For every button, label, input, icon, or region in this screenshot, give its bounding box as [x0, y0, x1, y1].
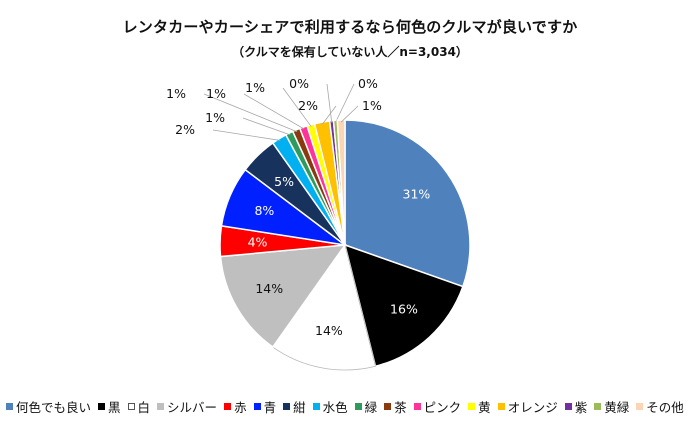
- pie-slice-16: [336, 119, 346, 246]
- legend-label-16: その他: [646, 400, 684, 415]
- legend-swatch-16: [636, 403, 644, 410]
- legend-label-9: 緑: [364, 400, 378, 415]
- legend-swatch-13: [497, 403, 505, 410]
- legend-item-6: 青: [253, 397, 277, 416]
- leader-line-9: [242, 117, 291, 136]
- legend-label-11: ピンク: [423, 400, 462, 415]
- legend-item-14: 紫: [564, 397, 588, 416]
- leader-line-8: [212, 129, 281, 141]
- slice-label-14: 0%: [289, 76, 309, 91]
- legend-swatch-6: [253, 403, 261, 410]
- legend-swatch-15: [594, 403, 602, 410]
- slice-label-2: 16%: [390, 302, 418, 317]
- slice-label-10: 1%: [166, 86, 186, 101]
- leader-line-12: [282, 87, 312, 127]
- pie-slice-3: [272, 244, 376, 371]
- legend-swatch-14: [564, 403, 572, 410]
- legend-swatch-2: [98, 403, 106, 410]
- legend-label-8: 水色: [322, 400, 348, 415]
- leader-line-13: [322, 105, 337, 125]
- legend-swatch-1: [6, 403, 13, 410]
- legend-item-16: その他: [636, 397, 684, 416]
- chart-subtitle: （クルマを保有していない人／n=3,034）: [232, 45, 468, 59]
- legend-label-5: 赤: [234, 400, 247, 415]
- slice-label-6: 8%: [254, 203, 274, 218]
- legend-item-3: 白: [127, 397, 151, 416]
- slice-label-3: 14%: [315, 323, 343, 338]
- legend-swatch-8: [312, 403, 320, 410]
- legend-swatch-11: [413, 403, 421, 410]
- legend-label-7: 紺: [293, 400, 306, 415]
- legend-swatch-4: [157, 403, 165, 410]
- legend-label-2: 黒: [108, 400, 121, 415]
- legend-swatch-7: [283, 403, 291, 410]
- legend-item-7: 紺: [283, 397, 306, 416]
- legend-swatch-5: [224, 403, 232, 410]
- legend-swatch-9: [354, 403, 362, 410]
- legend-item-13: オレンジ: [497, 397, 558, 416]
- pie-chart: 31% 16% 14% 14% 4% 8%5% 2% 1% 1% 1% 1% 2% 0% 0% 1%: [166, 76, 471, 371]
- legend-label-15: 黄緑: [604, 400, 630, 415]
- legend-label-13: オレンジ: [507, 400, 558, 415]
- legend-item-4: シルバー: [157, 397, 217, 416]
- pie-slice-2: [343, 243, 464, 368]
- legend-swatch-3: [127, 403, 135, 410]
- legend-label-14: 紫: [574, 400, 588, 415]
- legend-swatch-12: [468, 403, 476, 410]
- legend-item-1: 何色でも良い: [6, 397, 91, 416]
- legend-swatch-10: [384, 403, 392, 410]
- legend-label-1: 何色でも良い: [16, 400, 92, 415]
- legend-label-3: 白: [137, 400, 151, 415]
- slice-label-12: 1%: [245, 80, 265, 95]
- leader-line-10: [203, 93, 298, 133]
- pie-slice-4: [219, 244, 347, 349]
- slice-label-8: 2%: [175, 122, 195, 137]
- legend-label-10: 茶: [394, 400, 407, 415]
- legend-item-9: 緑: [354, 397, 378, 416]
- legend-item-11: ピンク: [413, 397, 462, 416]
- leader-line-15: [335, 83, 355, 123]
- slice-label-16: 1%: [362, 98, 382, 113]
- legend-label-6: 青: [263, 400, 277, 415]
- slice-label-4: 14%: [255, 281, 283, 296]
- slice-label-9: 1%: [205, 110, 225, 125]
- chart-legend: 何色でも良い 黒 白 シルバー 赤 青 紺 水色 緑 茶 ピンク 黄 オレンジ 紫 黄緑 その他: [6, 397, 696, 416]
- legend-item-15: 黄緑: [594, 397, 629, 416]
- slice-label-15: 0%: [358, 76, 378, 91]
- legend-item-5: 赤: [224, 397, 247, 416]
- slice-label-7: 5%: [274, 174, 294, 189]
- slice-label-5: 4%: [248, 234, 268, 249]
- legend-label-4: シルバー: [167, 400, 218, 415]
- slice-label-11: 1%: [206, 86, 226, 101]
- chart-title: レンタカーやカーシェアで利用するなら何色のクルマが良いですか: [122, 18, 578, 36]
- pie-slice-1: [344, 119, 471, 288]
- legend-label-12: 黄: [478, 400, 491, 415]
- leader-line-16: [340, 105, 359, 123]
- legend-item-10: 茶: [384, 397, 407, 416]
- legend-item-8: 水色: [312, 397, 348, 416]
- leader-line-11: [243, 93, 305, 130]
- leader-line-14: [326, 83, 333, 123]
- legend-item-12: 黄: [468, 397, 491, 416]
- legend-item-2: 黒: [98, 397, 121, 416]
- slice-label-1: 31%: [403, 186, 431, 201]
- slice-label-13: 2%: [298, 98, 318, 113]
